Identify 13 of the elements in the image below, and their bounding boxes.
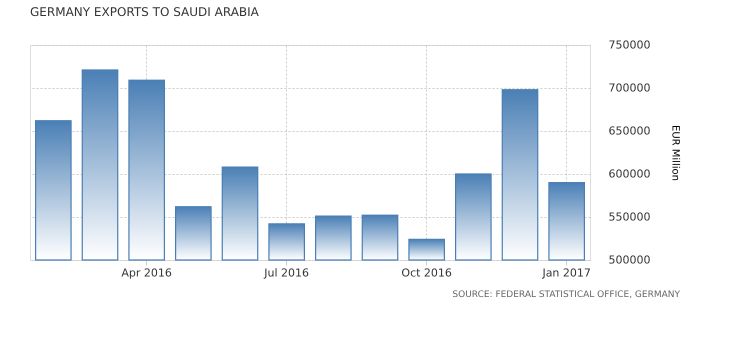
chart-title: GERMANY EXPORTS TO SAUDI ARABIA: [30, 5, 260, 19]
source-note: SOURCE: FEDERAL STATISTICAL OFFICE, GERMANY: [452, 290, 680, 300]
x-tick-label: Apr 2016: [121, 266, 172, 280]
y-tick-label: 700000: [608, 82, 650, 94]
y-tick-label: 550000: [608, 210, 650, 224]
y-tick-label: 650000: [608, 124, 650, 138]
y-tick-label: 500000: [608, 254, 650, 266]
x-tick-label: Jan 2017: [541, 266, 591, 280]
x-tick-label: Jul 2016: [263, 266, 310, 280]
y-tick-label: 600000: [608, 168, 650, 180]
x-tick-label: Oct 2016: [401, 266, 452, 280]
y-tick-label: 750000: [608, 38, 650, 52]
y-axis-title: EUR Million: [669, 125, 680, 181]
